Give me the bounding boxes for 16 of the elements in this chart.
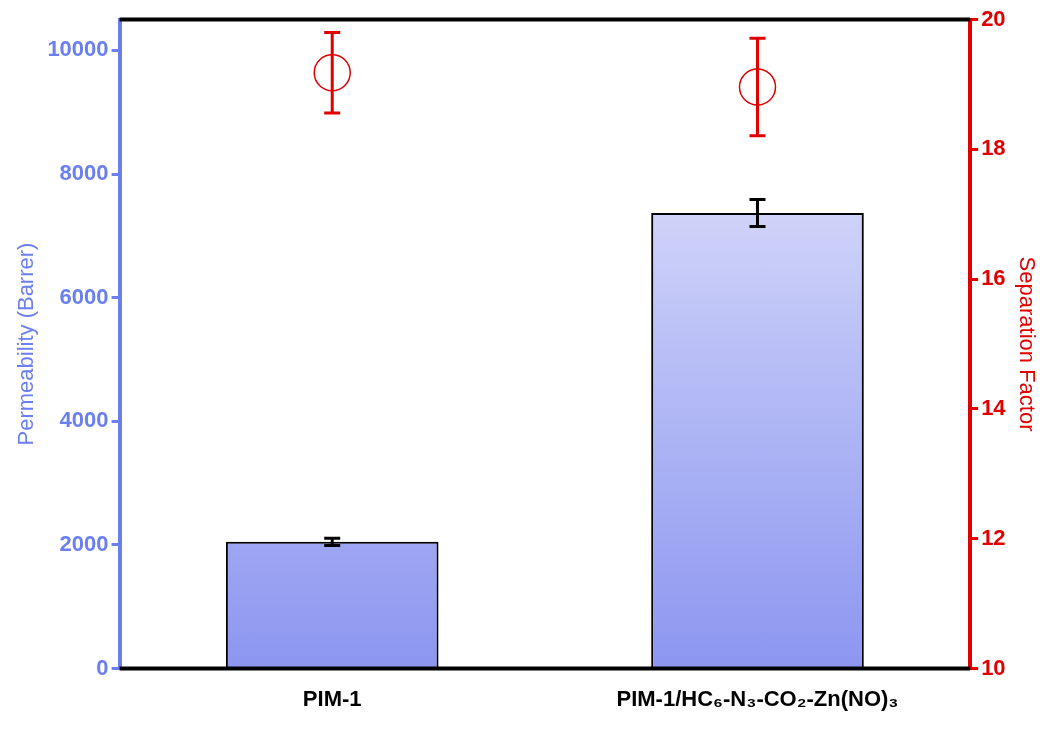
y-tick-label: 8000 xyxy=(59,160,109,186)
y2-tick-label: 14 xyxy=(981,395,1007,421)
x-tick-label: PIM-1/HC₆-N₃-CO₂-Zn(NO)₃ xyxy=(616,685,899,711)
y2-tick-label: 18 xyxy=(981,135,1006,161)
y-tick-label: 6000 xyxy=(59,283,109,309)
y2-tick-label: 16 xyxy=(981,265,1006,291)
y-tick-label: 4000 xyxy=(59,407,109,433)
y2-tick-label: 20 xyxy=(981,5,1006,31)
y-tick-label: 2000 xyxy=(59,531,109,557)
y2-axis-title: Separation Factor xyxy=(1014,256,1040,432)
y-axis-title: Permeability (Barrer) xyxy=(13,242,39,446)
y2-tick-label: 10 xyxy=(981,654,1006,680)
y2-tick-label: 12 xyxy=(981,524,1006,550)
y-tick-label: 0 xyxy=(96,654,109,680)
y-tick-label: 10000 xyxy=(47,36,109,62)
x-tick-label: PIM-1 xyxy=(302,685,362,711)
